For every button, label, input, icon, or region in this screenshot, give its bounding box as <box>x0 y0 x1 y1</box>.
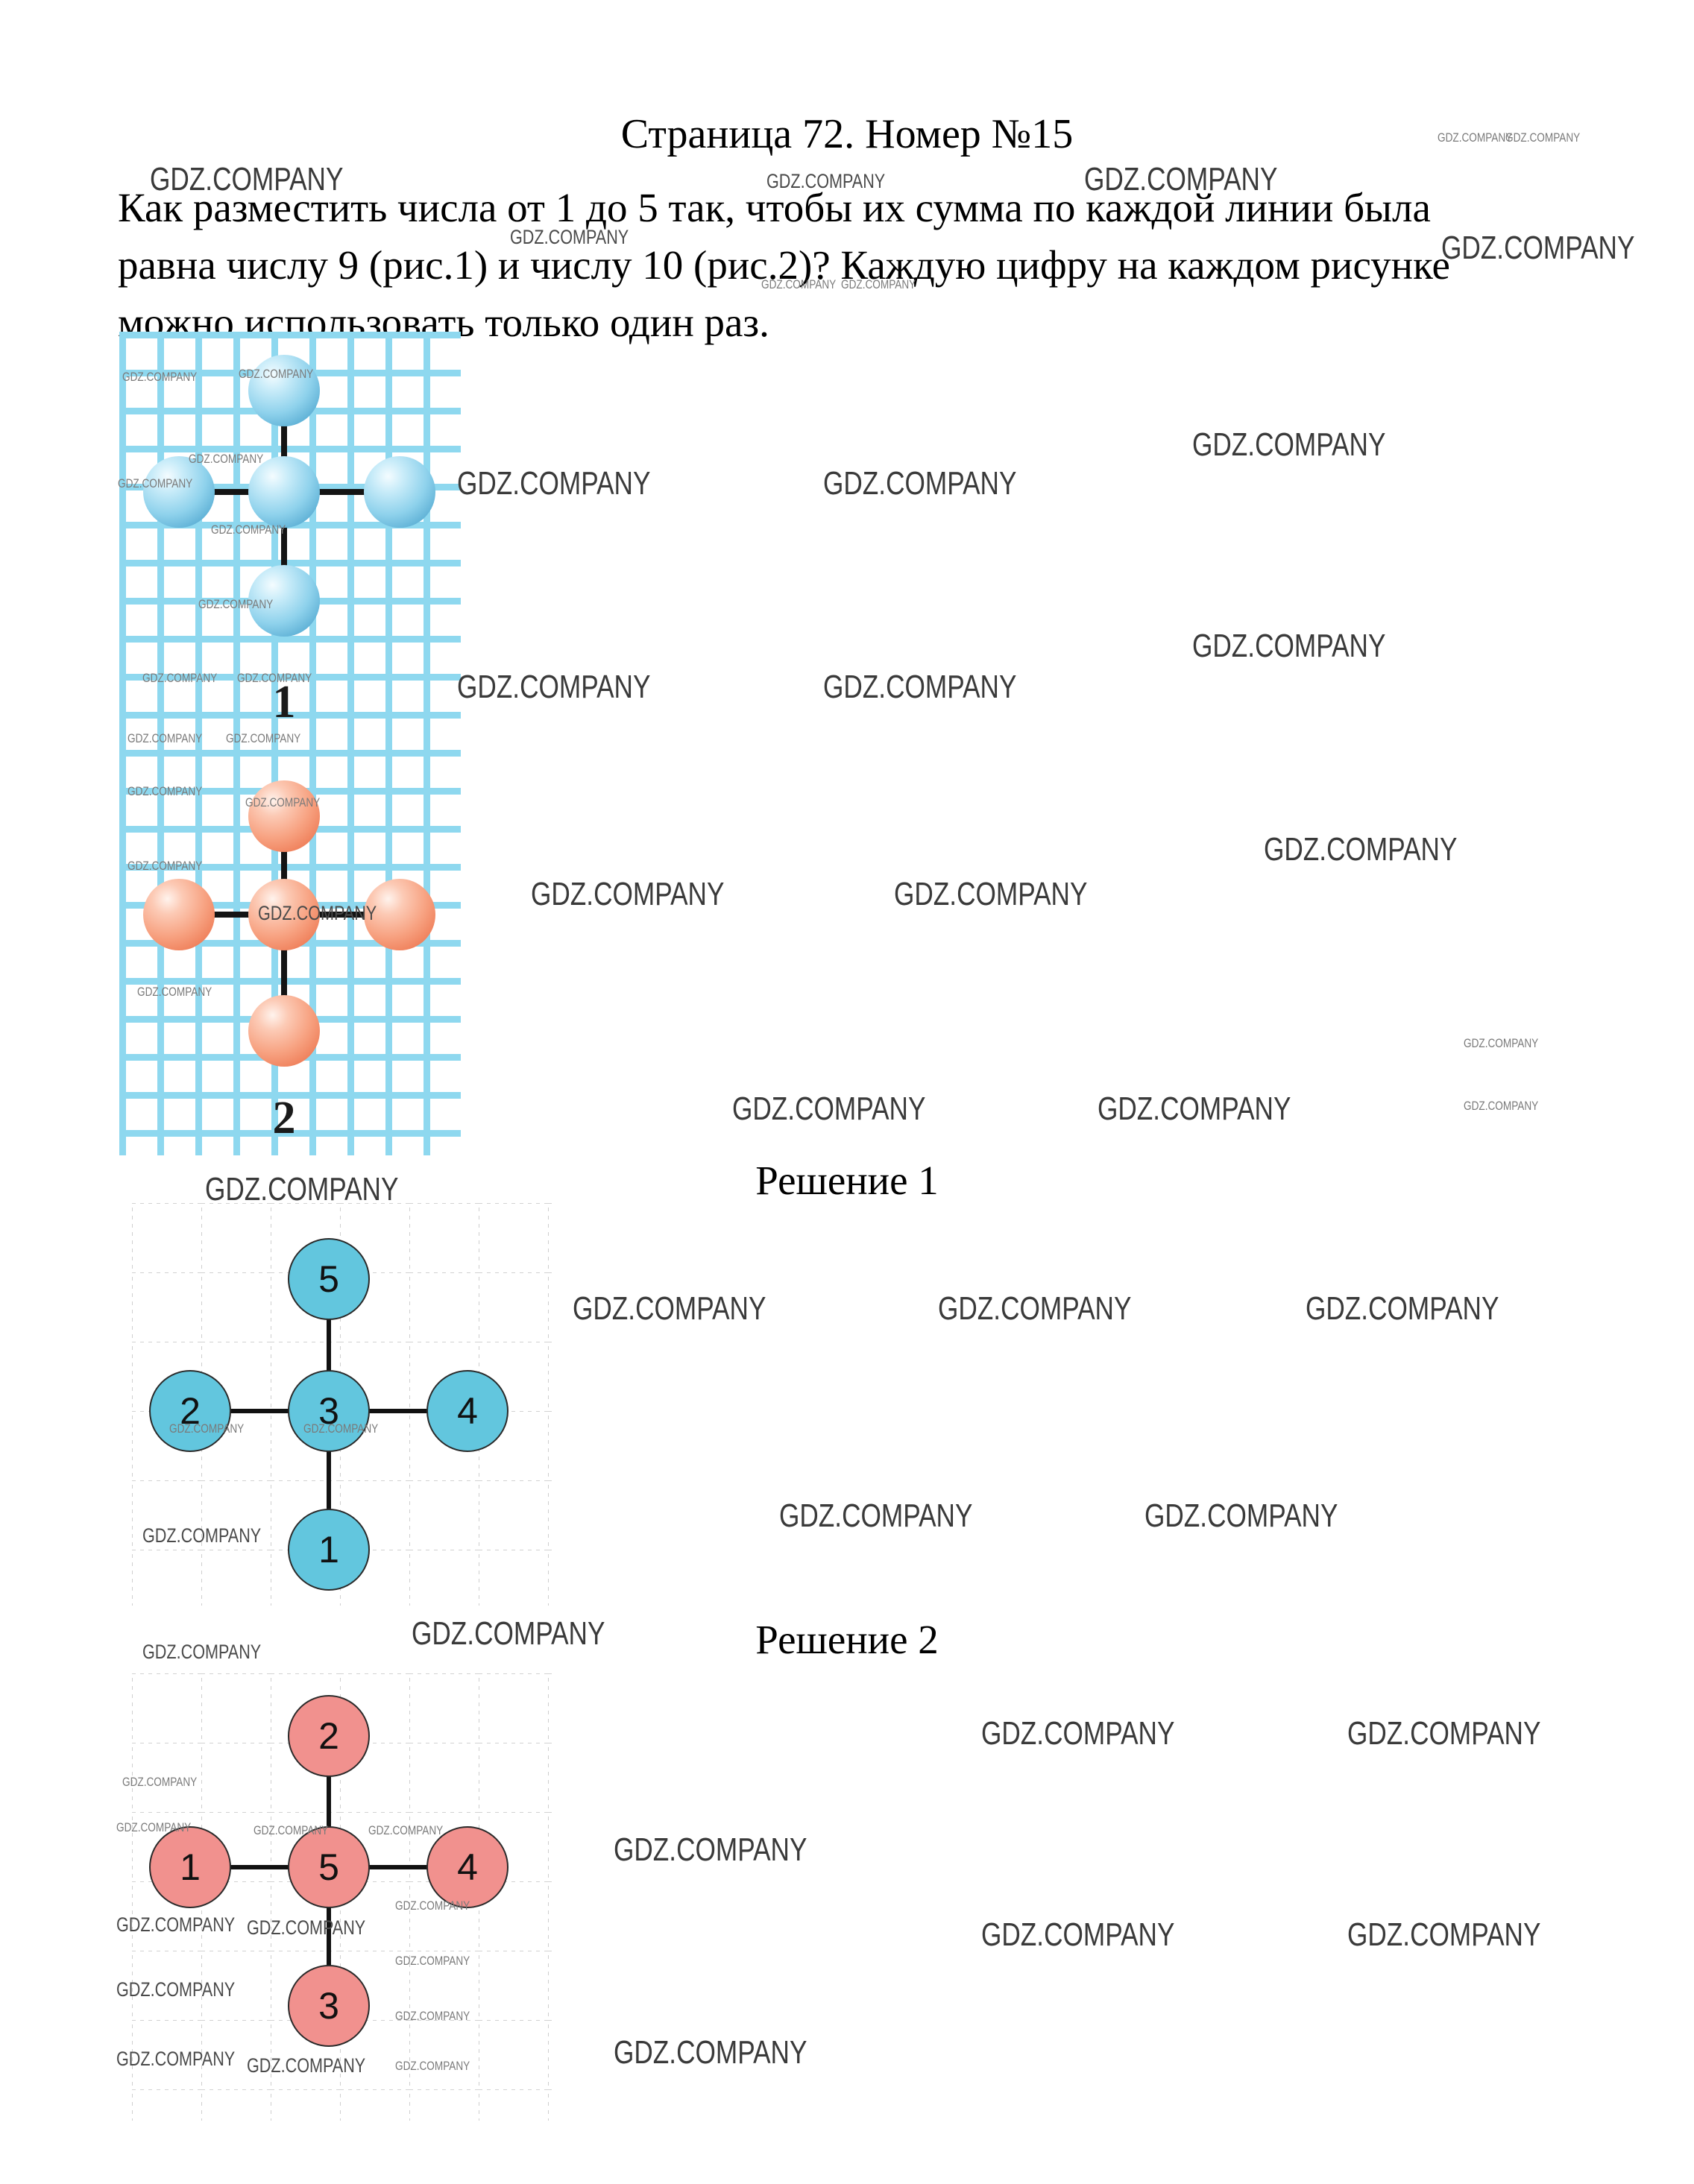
solution1-node-top: 5 <box>288 1238 370 1320</box>
figure2-ball-bottom <box>248 995 320 1067</box>
solution2-node-right: 4 <box>426 1826 508 1908</box>
watermark: GDZ.COMPANY <box>614 1831 807 1868</box>
watermark: GDZ.COMPANY <box>1464 1099 1539 1113</box>
problem-line-1: Как разместить числа от 1 до 5 так, чтоб… <box>118 185 1431 230</box>
problem-figure: 1 2 <box>119 332 461 1155</box>
problem-line-2: равна числу 9 (рис.1) и числу 10 (рис.2)… <box>118 242 1450 288</box>
watermark: GDZ.COMPANY <box>1192 628 1386 664</box>
watermark: GDZ.COMPANY <box>981 1715 1175 1752</box>
watermark: GDZ.COMPANY <box>894 876 1088 912</box>
figure1-ball-bottom <box>248 565 320 637</box>
watermark: GDZ.COMPANY <box>457 465 651 502</box>
watermark: GDZ.COMPANY <box>1144 1497 1338 1534</box>
solution2-node-left: 1 <box>149 1826 231 1908</box>
watermark: GDZ.COMPANY <box>1441 230 1635 266</box>
watermark: GDZ.COMPANY <box>1464 1036 1539 1050</box>
watermark: GDZ.COMPANY <box>779 1497 973 1534</box>
figure2-ball-top <box>248 780 320 852</box>
watermark: GDZ.COMPANY <box>823 669 1017 705</box>
solution2-node-top: 2 <box>288 1695 370 1777</box>
solution1-node-bottom: 1 <box>288 1509 370 1591</box>
watermark: GDZ.COMPANY <box>573 1290 766 1327</box>
watermark: GDZ.COMPANY <box>938 1290 1132 1327</box>
watermark: GDZ.COMPANY <box>1264 831 1458 868</box>
watermark: GDZ.COMPANY <box>614 2034 807 2071</box>
figure1-ball-left <box>143 456 215 528</box>
figure1-ball-center <box>248 456 320 528</box>
solution1-node-left: 2 <box>149 1370 231 1452</box>
figure2-ball-right <box>364 879 435 950</box>
watermark: GDZ.COMPANY <box>1347 1916 1541 1953</box>
figure2-label: 2 <box>272 1093 296 1143</box>
watermark: GDZ.COMPANY <box>1306 1290 1499 1327</box>
watermark: GDZ.COMPANY <box>531 876 725 912</box>
figure2-ball-center <box>248 879 320 950</box>
solution2-node-bottom: 3 <box>288 1965 370 2047</box>
solution2-figure: 2 1 5 4 3 <box>132 1673 555 2121</box>
solution1-figure: 5 2 3 4 1 <box>132 1203 555 1606</box>
solution2-heading: Решение 2 <box>755 1617 939 1662</box>
watermark: GDZ.COMPANY <box>732 1091 926 1127</box>
watermark: GDZ.COMPANY <box>823 465 1017 502</box>
solution1-node-right: 4 <box>426 1370 508 1452</box>
solution2-node-center: 5 <box>288 1826 370 1908</box>
watermark: GDZ.COMPANY <box>457 669 651 705</box>
page-title: Страница 72. Номер №15 <box>620 111 1074 157</box>
problem-text: Как разместить числа от 1 до 5 так, чтоб… <box>118 179 1450 351</box>
solution1-heading: Решение 1 <box>755 1158 939 1203</box>
figure1-ball-right <box>364 456 435 528</box>
figure2-ball-left <box>143 879 215 950</box>
figure1-label: 1 <box>272 677 296 728</box>
watermark: GDZ.COMPANY <box>981 1916 1175 1953</box>
figure1-ball-top <box>248 355 320 426</box>
watermark: GDZ.COMPANY <box>1192 426 1386 463</box>
watermark: GDZ.COMPANY <box>1347 1715 1541 1752</box>
watermark: GDZ.COMPANY <box>1098 1091 1291 1127</box>
solution1-node-center: 3 <box>288 1370 370 1452</box>
